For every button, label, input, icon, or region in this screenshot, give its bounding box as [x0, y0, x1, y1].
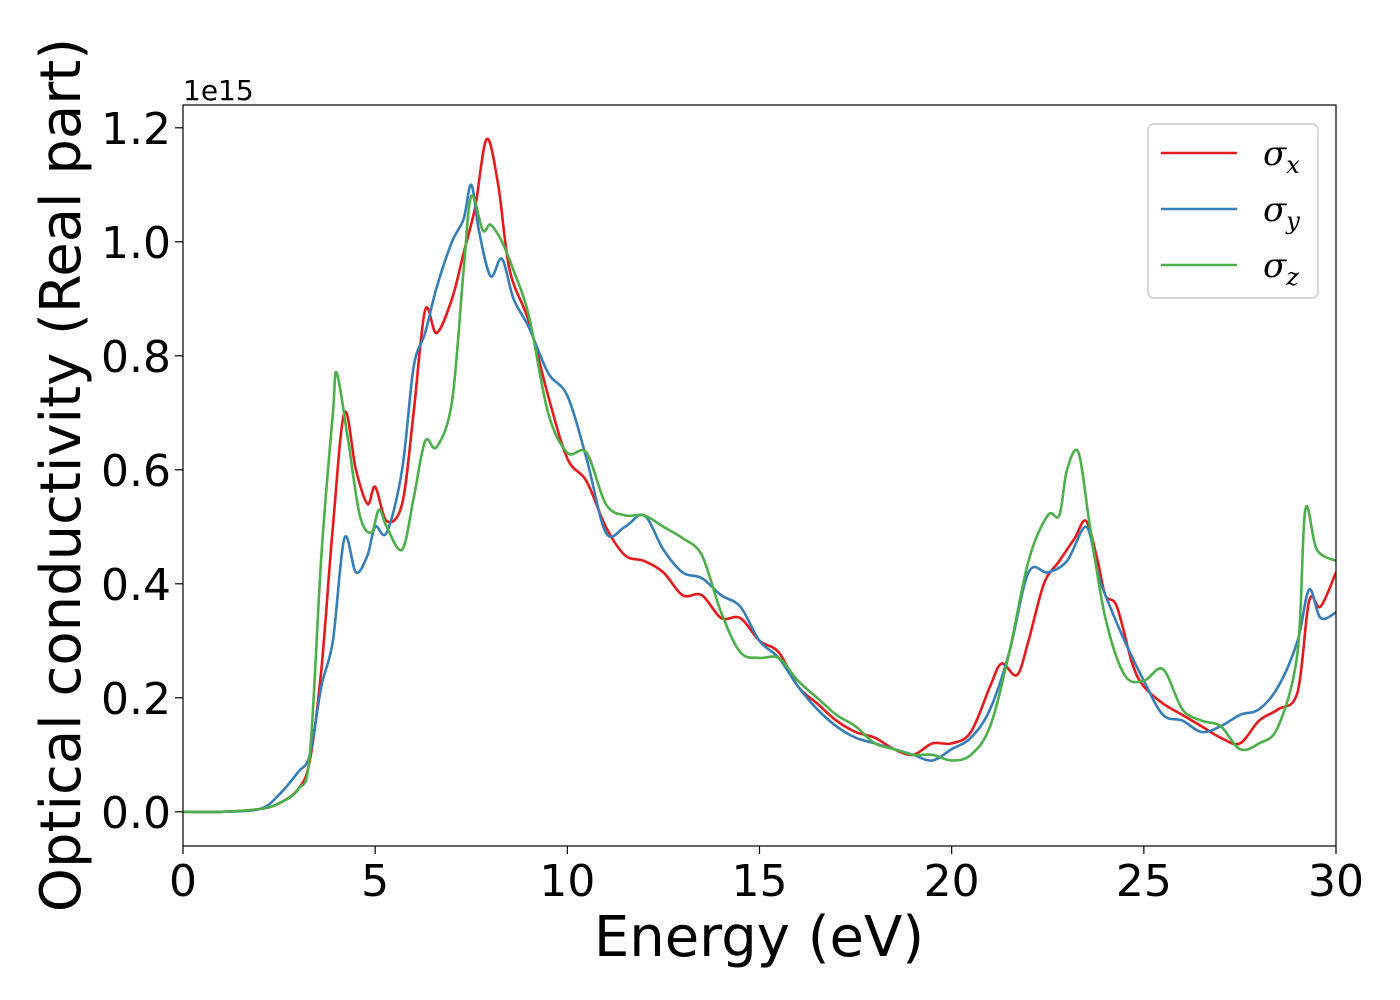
x-tick-label: 30 [1308, 856, 1364, 907]
legend-label-x: σx [1263, 134, 1300, 179]
y-tick-label: 0.4 [101, 560, 171, 611]
x-tick-label: 15 [732, 856, 788, 907]
y-tick-label: 1.2 [101, 104, 171, 155]
y-tick-label: 0.0 [101, 788, 171, 839]
y-axis: 0.0 0.2 0.4 0.6 0.8 1.0 1.2 [101, 104, 183, 839]
series-line-x [183, 137, 1336, 814]
x-tick-label: 5 [361, 856, 389, 907]
y-offset-label: 1e15 [183, 74, 254, 107]
y-tick-label: 0.6 [101, 446, 171, 497]
legend-label-y: σy [1263, 190, 1300, 235]
series-line-z [183, 194, 1336, 814]
series-layer [183, 137, 1336, 814]
y-tick-label: 0.2 [101, 674, 171, 725]
legend-label-z: σz [1263, 246, 1299, 291]
x-axis: 0 5 10 15 20 25 30 [169, 846, 1364, 907]
y-tick-label: 1.0 [101, 218, 171, 269]
legend-box [1147, 123, 1319, 299]
x-axis-title: Energy (eV) [594, 905, 924, 970]
y-axis-title: Optical conductivity (Real part) [29, 38, 94, 912]
x-tick-label: 10 [539, 856, 595, 907]
y-tick-label: 0.8 [101, 332, 171, 383]
legend: σx σy σz [1147, 123, 1319, 299]
x-tick-label: 25 [1116, 856, 1172, 907]
x-tick-label: 0 [169, 856, 197, 907]
x-tick-label: 20 [924, 856, 980, 907]
